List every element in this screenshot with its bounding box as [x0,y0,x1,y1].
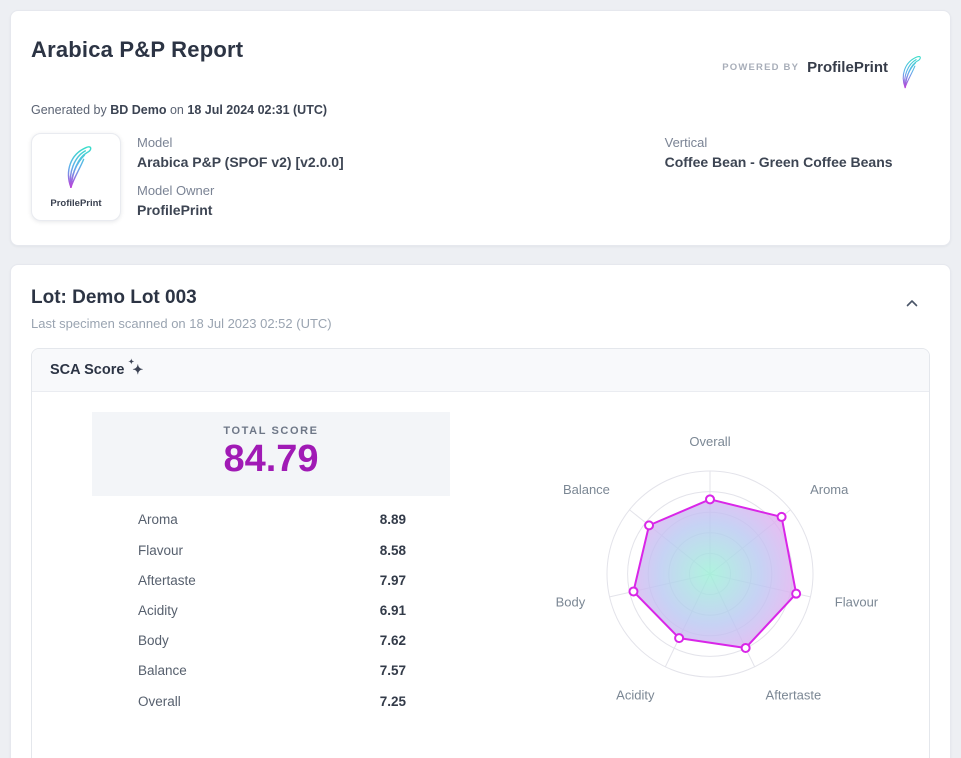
radar-axis-label: Body [555,594,585,609]
sca-score-title: SCA Score [50,362,125,378]
score-value: 7.25 [379,693,406,709]
powered-by: POWERED BY ProfilePrint [722,41,922,94]
generated-line: Generated by BD Demo on 18 Jul 2024 02:3… [31,103,922,117]
total-score-value: 84.79 [223,438,319,480]
collapse-lot-button[interactable] [894,291,930,318]
model-logo-tile: ProfilePrint [31,133,121,221]
lot-title: Lot: Demo Lot 003 [31,287,197,308]
lot-subtitle: Last specimen scanned on 18 Jul 2023 02:… [31,316,332,331]
generated-prefix: Generated by [31,103,107,117]
score-row: Acidity 6.91 [138,595,406,625]
brand-name: ProfilePrint [807,59,888,76]
generated-on-word: on [169,103,184,117]
score-row: Aftertaste 7.97 [138,565,406,595]
score-label: Overall [138,693,181,709]
radar-chart: Overall Aroma Flavour Aftertaste Acidity Body… [555,434,878,702]
score-label: Balance [138,663,187,679]
radar-axis-label: Aroma [810,482,849,497]
sparkles-icon: ✦ ✦ [128,359,144,377]
score-value: 8.89 [379,512,406,528]
powered-by-label: POWERED BY [722,62,800,73]
model-owner-name: ProfilePrint [137,202,213,218]
radar-axis-label: Flavour [834,594,878,609]
model-label: Model [137,135,173,150]
score-value: 7.97 [379,572,406,588]
model-logo-caption: ProfilePrint [50,198,102,209]
score-value: 6.91 [379,602,406,618]
report-header-card: Arabica P&P Report POWERED BY ProfilePri… [10,10,951,246]
radar-axis-label: Aftertaste [765,687,821,702]
score-row: Balance 7.57 [138,656,406,686]
score-list: Aroma 8.89 Flavour 8.58 Aftertaste 7.97 Acidit… [92,496,450,716]
score-row: Overall 7.25 [138,686,406,716]
score-label: Aroma [138,512,178,528]
score-row: Body 7.62 [138,626,406,656]
model-name: Arabica P&P (SPOF v2) [v2.0.0] [137,154,344,170]
model-owner-label: Model Owner [137,183,215,198]
score-value: 7.57 [379,663,406,679]
total-score-block: TOTAL SCORE 84.79 [92,412,450,496]
sca-score-header: SCA Score ✦ ✦ [32,349,929,392]
radar-axis-label: Overall [689,434,730,449]
score-label: Aftertaste [138,572,196,588]
score-value: 7.62 [379,633,406,649]
score-row: Aroma 8.89 [138,505,406,535]
sca-score-section: SCA Score ✦ ✦ TOTAL SCORE 84.79 Aroma 8.8… [31,348,930,758]
score-label: Flavour [138,542,184,558]
vertical-label: Vertical [664,135,708,150]
generated-by-user: BD Demo [110,103,167,117]
radar-axis-label: Balance [562,482,609,497]
generated-datetime: 18 Jul 2024 02:31 (UTC) [187,103,328,117]
brand-logo-icon [896,55,922,94]
lot-card: Lot: Demo Lot 003 Last specimen scanned … [10,264,951,758]
score-value: 8.58 [379,542,406,558]
radar-axis-label: Acidity [616,687,655,702]
page-title: Arabica P&P Report [31,37,244,62]
total-score-label: TOTAL SCORE [223,425,319,437]
vertical-value: Coffee Bean - Green Coffee Beans [664,154,893,170]
chevron-up-icon [904,297,920,312]
score-label: Acidity [138,602,178,618]
profileprint-logo-icon [59,145,93,194]
score-row: Flavour 8.58 [138,535,406,565]
score-label: Body [138,633,169,649]
